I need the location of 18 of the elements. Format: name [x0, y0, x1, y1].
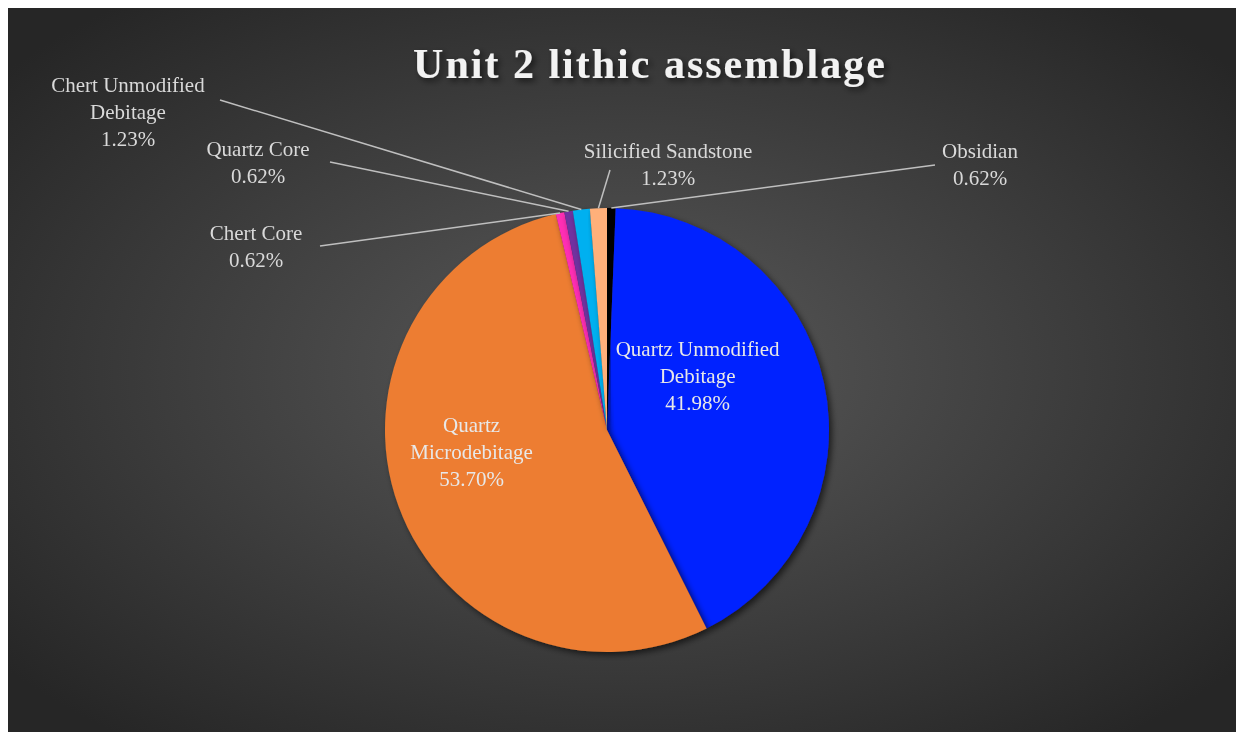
- chart-title: Unit 2 lithic assemblage: [413, 41, 887, 87]
- slice-label: Silicified Sandstone: [583, 139, 753, 163]
- data-label: 0.62%: [228, 248, 284, 272]
- pie-slice: [572, 208, 607, 430]
- slice-label: Quartz Microdebitage: [410, 413, 533, 465]
- data-label: 1.23%: [640, 166, 696, 190]
- data-label: 41.98%: [665, 390, 730, 415]
- data-label: 1.23%: [100, 127, 156, 151]
- slice-label: Chert Unmodified Debitage: [51, 73, 206, 124]
- slice-label: Quartz Unmodified Debitage: [615, 336, 781, 388]
- data-label: 53.70%: [439, 467, 504, 492]
- data-label: 0.62%: [952, 166, 1008, 190]
- pie-slice: [555, 212, 607, 430]
- slice-label: Obsidian: [942, 139, 1019, 163]
- slice-label: Quartz Core: [206, 137, 310, 161]
- data-label: 0.62%: [230, 164, 286, 188]
- pie-slice: [607, 208, 829, 629]
- slice-label: Chert Core: [209, 221, 303, 245]
